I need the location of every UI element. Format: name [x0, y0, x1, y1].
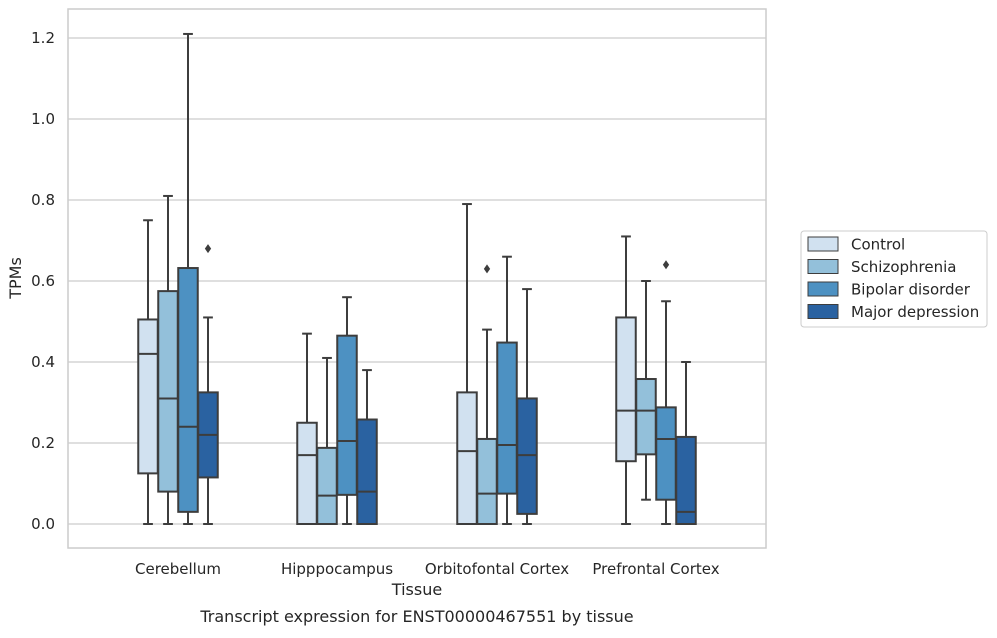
legend: Control Schizophrenia Bipolar disorder Majo… — [800, 230, 988, 328]
legend-label: Major depression — [851, 303, 979, 321]
box-body — [635, 378, 657, 456]
legend-label: Control — [851, 236, 905, 254]
legend-frame — [800, 230, 988, 328]
box-bipolar-disorder — [177, 32, 199, 525]
legend-swatch — [807, 304, 839, 319]
box-major-depression — [197, 244, 219, 525]
box-body — [675, 435, 697, 525]
y-tick-label: 0.2 — [31, 434, 55, 452]
box-control — [296, 332, 318, 525]
box-bipolar-disorder — [655, 260, 677, 525]
chart-title: Transcript expression for ENST0000046755… — [199, 607, 633, 626]
x-tick-label: Orbitofontal Cortex — [425, 560, 569, 578]
legend-swatch — [807, 259, 839, 274]
box-body — [316, 446, 338, 525]
boxes — [137, 32, 697, 526]
y-tick-labels: 0.0 0.2 0.4 0.6 0.8 1.0 1.2 — [31, 29, 55, 533]
box-control — [137, 219, 159, 525]
box-major-depression — [516, 288, 538, 525]
box-control — [456, 203, 478, 525]
x-tick-labels: Cerebellum Hipppocampus Orbitofontal Corte… — [135, 560, 720, 578]
x-tick-label: Prefrontal Cortex — [592, 560, 719, 578]
y-tick-label: 1.0 — [31, 110, 55, 128]
box-schizophrenia — [316, 356, 338, 525]
box-body — [177, 267, 199, 513]
box-body — [157, 290, 179, 493]
legend-label: Bipolar disorder — [851, 281, 971, 299]
box-body — [456, 391, 478, 525]
box-body — [516, 397, 538, 515]
x-tick-label: Hipppocampus — [281, 560, 393, 578]
box-schizophrenia — [476, 264, 498, 526]
plot-area — [67, 8, 767, 549]
legend-label: Schizophrenia — [851, 258, 956, 276]
y-axis-label: TPMs — [6, 257, 25, 300]
y-tick-label: 0.6 — [31, 272, 55, 290]
box-major-depression — [675, 361, 697, 525]
box-body — [137, 318, 159, 475]
box-major-depression — [356, 369, 378, 526]
box-body — [496, 341, 518, 495]
x-tick-label: Cerebellum — [135, 560, 221, 578]
legend-swatch — [807, 281, 839, 297]
y-tick-label: 0.0 — [31, 515, 55, 533]
outlier-marker — [483, 264, 491, 274]
y-tick-label: 0.4 — [31, 353, 55, 371]
box-body — [356, 418, 378, 526]
box-bipolar-disorder — [336, 296, 358, 525]
x-axis-label: Tissue — [391, 580, 442, 599]
box-schizophrenia — [157, 194, 179, 525]
legend-swatch — [807, 236, 839, 252]
box-bipolar-disorder — [496, 255, 518, 525]
box-body — [615, 316, 637, 463]
y-tick-label: 1.2 — [31, 29, 55, 47]
y-tick-label: 0.8 — [31, 191, 55, 209]
box-body — [476, 437, 498, 526]
outlier-marker — [204, 244, 212, 254]
box-body — [655, 406, 677, 501]
box-control — [615, 235, 637, 525]
box-schizophrenia — [635, 280, 657, 501]
outlier-marker — [662, 260, 670, 270]
box-body — [336, 334, 358, 496]
box-body — [296, 421, 318, 525]
